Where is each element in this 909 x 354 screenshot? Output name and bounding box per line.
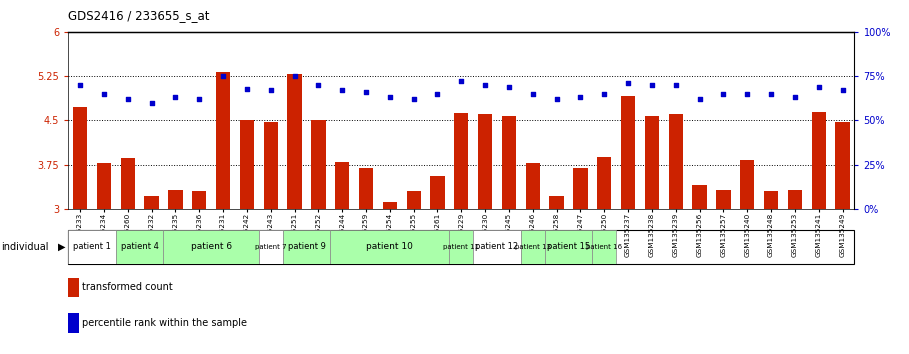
Text: patient 12: patient 12: [475, 242, 519, 251]
Point: [215, 73, 230, 79]
Bar: [164, 230, 259, 264]
Bar: [240, 120, 254, 209]
Bar: [574, 167, 587, 209]
Bar: [502, 116, 516, 209]
Text: individual: individual: [1, 242, 48, 252]
Bar: [544, 230, 593, 264]
Point: [383, 95, 397, 100]
Point: [835, 87, 850, 93]
Bar: [264, 122, 278, 209]
Bar: [621, 96, 635, 209]
Text: patient 10: patient 10: [366, 242, 414, 251]
Text: patient 16: patient 16: [586, 244, 623, 250]
Text: ▶: ▶: [58, 242, 65, 252]
Bar: [454, 113, 468, 209]
Text: patient 7: patient 7: [255, 244, 286, 250]
Point: [406, 96, 421, 102]
Bar: [764, 191, 778, 209]
Text: patient 15: patient 15: [547, 242, 590, 251]
Point: [787, 95, 802, 100]
Bar: [73, 107, 87, 209]
Bar: [716, 190, 731, 209]
Point: [264, 87, 278, 93]
Point: [502, 84, 516, 90]
Text: patient 11: patient 11: [444, 244, 479, 250]
Point: [597, 91, 612, 97]
Bar: [478, 114, 493, 209]
Point: [764, 91, 778, 97]
Point: [812, 84, 826, 90]
Bar: [812, 112, 826, 209]
Bar: [406, 191, 421, 209]
Bar: [788, 190, 802, 209]
Point: [549, 96, 564, 102]
Point: [716, 91, 731, 97]
Bar: [145, 196, 159, 209]
Point: [740, 91, 754, 97]
Bar: [335, 162, 349, 209]
Bar: [693, 185, 706, 209]
Bar: [283, 230, 330, 264]
Bar: [474, 230, 521, 264]
Point: [644, 82, 659, 88]
Bar: [216, 72, 230, 209]
Point: [145, 100, 159, 105]
Point: [287, 73, 302, 79]
Point: [96, 91, 111, 97]
Bar: [192, 191, 206, 209]
Text: patient 9: patient 9: [287, 242, 325, 251]
Bar: [549, 196, 564, 209]
Point: [525, 91, 540, 97]
Bar: [525, 163, 540, 209]
Point: [121, 96, 135, 102]
Bar: [96, 163, 111, 209]
Point: [574, 95, 588, 100]
Bar: [597, 157, 612, 209]
Bar: [669, 114, 683, 209]
Bar: [449, 230, 474, 264]
Bar: [644, 116, 659, 209]
Point: [168, 95, 183, 100]
Bar: [740, 160, 754, 209]
Point: [192, 96, 206, 102]
Point: [454, 79, 468, 84]
Point: [430, 91, 445, 97]
Bar: [115, 230, 164, 264]
Bar: [287, 74, 302, 209]
Bar: [383, 202, 397, 209]
Bar: [521, 230, 544, 264]
Text: percentile rank within the sample: percentile rank within the sample: [82, 318, 247, 328]
Text: patient 4: patient 4: [121, 242, 158, 251]
Bar: [359, 167, 374, 209]
Point: [359, 89, 374, 95]
Bar: [168, 190, 183, 209]
Bar: [121, 158, 135, 209]
Bar: [259, 230, 283, 264]
Bar: [311, 120, 325, 209]
Point: [478, 82, 493, 88]
Text: GDS2416 / 233655_s_at: GDS2416 / 233655_s_at: [68, 9, 210, 22]
Point: [668, 82, 683, 88]
Point: [693, 96, 707, 102]
Text: patient 13: patient 13: [514, 244, 551, 250]
Point: [621, 80, 635, 86]
Bar: [835, 122, 850, 209]
Point: [311, 82, 325, 88]
Text: patient 6: patient 6: [191, 242, 232, 251]
Bar: [593, 230, 616, 264]
Point: [73, 82, 87, 88]
Bar: [330, 230, 449, 264]
Text: transformed count: transformed count: [82, 282, 173, 292]
Bar: [68, 230, 115, 264]
Point: [335, 87, 349, 93]
Point: [240, 86, 255, 91]
Bar: [430, 176, 445, 209]
Text: patient 1: patient 1: [73, 242, 111, 251]
